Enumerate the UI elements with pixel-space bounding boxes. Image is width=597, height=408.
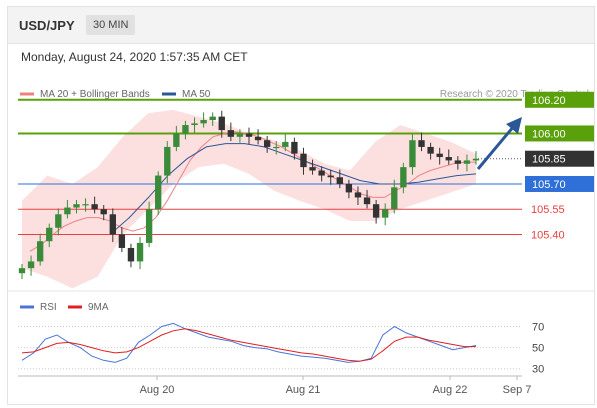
candle-body	[82, 204, 89, 206]
candle-body	[155, 175, 162, 210]
candle-body	[372, 204, 380, 218]
credit-text: Research © 2020 Trading Central	[440, 89, 589, 100]
datetime-label: Monday, August 24, 2020 1:57:35 AM CET	[21, 50, 248, 64]
candle-body	[382, 209, 389, 218]
rsi-tick-50: 50	[532, 343, 544, 355]
symbol-title: USD/JPY	[19, 18, 75, 33]
ma50-line	[109, 143, 477, 235]
candle-body	[245, 133, 253, 137]
candle-body	[27, 261, 35, 269]
candle-body	[472, 158, 480, 161]
candle-body	[273, 146, 280, 149]
candle-body	[282, 141, 289, 147]
level-label-106-20: 106.20	[532, 95, 566, 107]
projection-arrow-head	[506, 117, 522, 134]
candle-body	[318, 170, 325, 176]
level-tag-106-20	[525, 91, 594, 108]
candle-body	[263, 140, 271, 147]
candle-body	[300, 153, 307, 168]
candle-body	[218, 116, 225, 131]
candle-body	[336, 177, 343, 184]
candle-body	[345, 183, 353, 193]
x-tick-label: Aug 21	[286, 384, 321, 396]
rsi-legend-label: RSI	[40, 302, 57, 313]
candle-body	[418, 140, 425, 147]
candle-body	[191, 123, 198, 126]
rsi-tick-70: 70	[532, 322, 544, 334]
level-label-106-00: 106.00	[532, 128, 566, 140]
candle-body	[109, 214, 116, 235]
rsi-series-9ma	[21, 328, 476, 362]
timeframe-badge[interactable]: 30 MIN	[86, 15, 136, 35]
candle-body	[363, 197, 371, 205]
candle-body	[127, 247, 135, 262]
candle-body	[291, 141, 298, 154]
candle-body	[100, 209, 107, 215]
candle-body	[436, 153, 443, 158]
rsi-series-rsi	[21, 322, 477, 363]
candle-body	[173, 133, 180, 147]
candle-body	[209, 116, 216, 120]
candle-body	[164, 146, 171, 176]
rsi-ma-legend-label: 9MA	[88, 302, 109, 313]
candle-body	[454, 160, 462, 164]
level-label-105-85: 105.85	[532, 154, 566, 166]
ma20-line	[29, 131, 476, 252]
ma20-legend-label: MA 20 + Bollinger Bands	[40, 89, 150, 100]
level-label-105-70: 105.70	[532, 179, 566, 191]
candle-body	[463, 160, 471, 164]
bollinger-bands-area	[22, 109, 476, 289]
candle-body	[236, 133, 244, 137]
candle-body	[182, 125, 189, 134]
candle-body	[118, 234, 126, 248]
level-tag-106-00	[525, 125, 594, 142]
candle-body	[227, 130, 235, 137]
candle-body	[91, 204, 98, 210]
candle-body	[354, 192, 362, 198]
candle-body	[18, 268, 26, 274]
candle-body	[46, 227, 53, 242]
projection-arrow-line	[476, 125, 516, 170]
candle-body	[391, 187, 398, 210]
level-tag-105-70	[525, 175, 594, 192]
candle-body	[200, 119, 207, 124]
candle-body	[36, 241, 44, 262]
level-label-105-55: 105.55	[531, 204, 565, 216]
rsi-tick-30: 30	[532, 364, 544, 376]
candle-body	[327, 175, 334, 178]
candle-body	[254, 136, 262, 141]
x-tick-label: Aug 20	[140, 384, 175, 396]
ma50-legend-label: MA 50	[182, 89, 211, 100]
chart-header: USD/JPY 30 MIN	[8, 7, 594, 44]
candle-body	[400, 167, 407, 188]
candle-body	[73, 204, 80, 208]
candle-body	[309, 167, 316, 171]
candle-body	[445, 157, 452, 161]
candle-body	[55, 214, 62, 228]
level-tag-105-85	[525, 150, 594, 167]
x-tick-label: Aug 22	[433, 384, 468, 396]
candle-body	[409, 140, 416, 168]
candle-body	[64, 207, 71, 215]
x-tick-label: Sep 7	[503, 384, 532, 396]
candle-body	[427, 146, 434, 154]
candle-body	[145, 209, 153, 243]
level-label-105-40: 105.40	[531, 229, 565, 241]
candle-body	[136, 242, 144, 262]
